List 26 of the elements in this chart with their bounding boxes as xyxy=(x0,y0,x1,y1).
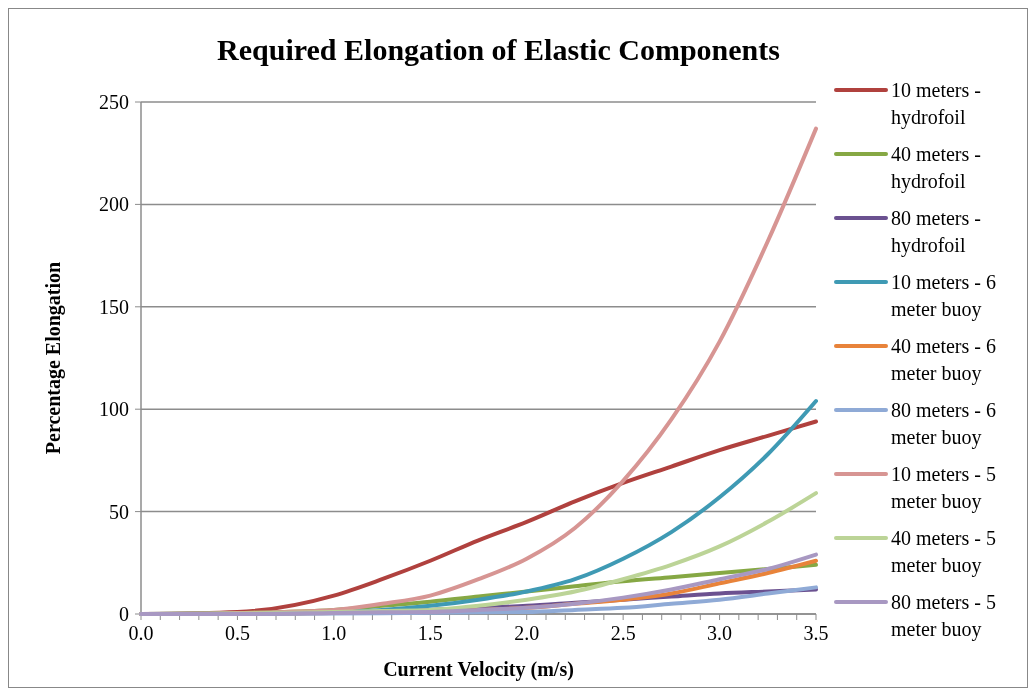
legend-label: 80 meters - 6 meter buoy xyxy=(891,399,996,449)
x-tick-label: 3.0 xyxy=(707,622,733,644)
legend-label: 40 meters - 5 meter buoy xyxy=(891,527,996,577)
legend-label: 80 meters - hydrofoil xyxy=(891,207,981,257)
legend-label: 40 meters - 6 meter buoy xyxy=(891,335,996,385)
legend-label: 80 meters - 5 meter buoy xyxy=(891,591,996,641)
x-tick-label: 2.5 xyxy=(610,622,636,644)
y-tick-label: 250 xyxy=(99,91,129,113)
y-tick-label: 0 xyxy=(119,603,129,625)
x-tick-label: 0.0 xyxy=(128,622,154,644)
x-tick-label: 1.5 xyxy=(417,622,443,644)
legend-label: 10 meters - 5 meter buoy xyxy=(891,463,996,513)
y-tick-label: 50 xyxy=(109,500,129,523)
legend-label: 10 meters - 6 meter buoy xyxy=(891,271,996,321)
legend-label: 40 meters - hydrofoil xyxy=(891,143,981,193)
y-axis-title: Percentage Elongation xyxy=(42,261,65,455)
y-tick-label: 200 xyxy=(99,193,129,216)
chart-title: Required Elongation of Elastic Components xyxy=(217,33,780,66)
y-tick-label: 100 xyxy=(99,398,129,421)
x-tick-label: 1.0 xyxy=(321,622,347,644)
x-axis-title: Current Velocity (m/s) xyxy=(383,658,574,681)
x-tick-label: 0.5 xyxy=(224,622,250,644)
y-tick-label: 150 xyxy=(99,295,129,318)
legend-label: 10 meters - hydrofoil xyxy=(891,79,981,129)
x-tick-label: 2.0 xyxy=(514,622,540,644)
x-tick-label: 3.5 xyxy=(803,622,829,644)
